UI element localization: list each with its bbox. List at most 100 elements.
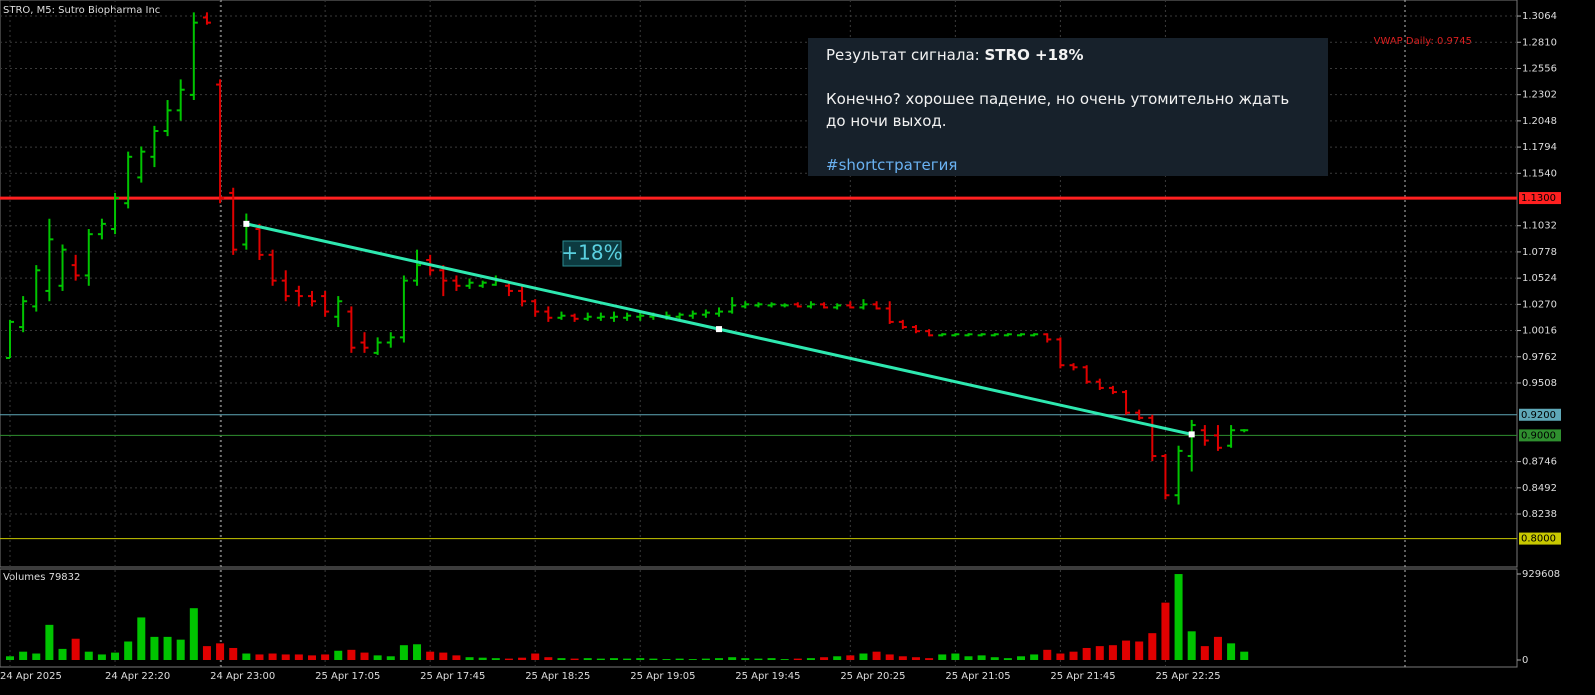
volume-bar (911, 657, 920, 660)
volume-bar (360, 652, 369, 660)
x-tick-label: 25 Apr 18:25 (525, 671, 590, 682)
volume-bar (715, 658, 724, 660)
x-tick-label: 24 Apr 2025 (0, 671, 62, 682)
volume-bar (163, 636, 172, 660)
volume-bar (1213, 636, 1222, 660)
y-tick-label: 1.3064 (1522, 11, 1557, 22)
volume-bar (1174, 574, 1183, 660)
x-tick-label: 25 Apr 17:45 (420, 671, 485, 682)
volume-bar (491, 658, 500, 660)
volume-bar (1135, 641, 1144, 660)
message-title-bold: STRO +18% (984, 46, 1084, 64)
volume-bar (294, 654, 303, 660)
volume-bar (728, 657, 737, 660)
level-label-box (1519, 532, 1561, 545)
volume-bar (255, 654, 264, 660)
volume-bar (97, 654, 106, 660)
volume-bar (373, 655, 382, 660)
y-tick-label: 1.2556 (1522, 63, 1557, 74)
volume-bar (281, 654, 290, 660)
x-tick-label: 24 Apr 23:00 (210, 671, 275, 682)
y-tick-label: 1.2810 (1522, 37, 1557, 48)
y-tick-label: 1.0778 (1522, 247, 1557, 258)
volume-bar (58, 648, 67, 660)
volume-bar (1017, 656, 1026, 660)
trendline-point (716, 326, 723, 333)
vwap-label: VWAP Daily: 0.9745 (1374, 36, 1472, 47)
level-label-box (1519, 192, 1561, 205)
volume-bar (150, 636, 159, 660)
volume-bar (951, 653, 960, 660)
volume-bar (1200, 646, 1209, 660)
volume-bar (544, 657, 553, 660)
x-tick-label: 25 Apr 19:05 (630, 671, 695, 682)
volume-bar (701, 658, 710, 660)
message-hashtag[interactable]: #shortстратегия (826, 156, 958, 174)
trendline-point (1188, 431, 1195, 438)
volume-bar (649, 658, 658, 660)
volume-bar (347, 649, 356, 660)
volume-bar (19, 651, 28, 660)
volume-bar (242, 653, 251, 660)
y-tick-label: 1.0270 (1522, 299, 1557, 310)
volume-bar (806, 658, 815, 660)
volume-bar (465, 657, 474, 660)
volume-bar (137, 617, 146, 660)
y-tick-label: 1.0524 (1522, 273, 1557, 284)
volume-bar (413, 644, 422, 660)
x-tick-label: 25 Apr 22:25 (1155, 671, 1220, 682)
volume-bar (439, 652, 448, 660)
volume-bar (898, 656, 907, 660)
volume-bar (426, 651, 435, 660)
volume-bar (688, 659, 697, 660)
y-tick-label: 1.0016 (1522, 326, 1557, 337)
y-tick-label: 1.2302 (1522, 90, 1557, 101)
y-tick-label: 1.2048 (1522, 116, 1557, 127)
level-label: 0.9000 (1521, 430, 1556, 441)
volume-bar (833, 656, 842, 660)
y-tick-label: 0.9762 (1522, 352, 1557, 363)
volume-bar (1122, 640, 1131, 660)
x-tick-label: 25 Apr 19:45 (735, 671, 800, 682)
volume-bar (780, 659, 789, 660)
message-title: Результат сигнала: (826, 46, 980, 64)
volume-bar (176, 639, 185, 660)
x-tick-label: 25 Apr 17:05 (315, 671, 380, 682)
volume-bar (596, 658, 605, 660)
volume-bar (1069, 651, 1078, 660)
volume-bar (268, 653, 277, 660)
volume-bar (229, 647, 238, 660)
level-label: 1.1300 (1521, 193, 1556, 204)
volume-bar (84, 651, 93, 660)
y-tick-label: 1.1032 (1522, 221, 1557, 232)
volume-bar (71, 638, 80, 660)
y-tick-label: 1.1794 (1522, 142, 1557, 153)
y-tick-label: 929608 (1522, 569, 1560, 580)
volume-bar (938, 654, 947, 660)
volume-bar (609, 658, 618, 660)
y-tick-label: 0.8238 (1522, 509, 1557, 520)
volume-bar (767, 658, 776, 660)
x-tick-label: 25 Apr 21:45 (1050, 671, 1115, 682)
volume-bar (583, 658, 592, 660)
trendline-point (243, 220, 250, 227)
volume-bar (452, 655, 461, 660)
level-label: 0.8000 (1521, 534, 1556, 545)
volume-bar (478, 657, 487, 660)
y-tick-label: 0.8492 (1522, 483, 1557, 494)
volume-bar (964, 656, 973, 660)
volume-bar (45, 624, 54, 660)
volume-bar (1082, 647, 1091, 660)
volume-bar (1240, 651, 1249, 660)
volume-bar (1003, 658, 1012, 660)
y-tick-label: 0.9508 (1522, 378, 1557, 389)
message-bubble: Результат сигнала: STRO +18% Конечно? хо… (808, 38, 1328, 176)
volume-bar (977, 655, 986, 660)
volume-bar (399, 645, 408, 660)
x-tick-label: 25 Apr 20:25 (840, 671, 905, 682)
volume-bar (1187, 631, 1196, 660)
volume-bar (202, 646, 211, 660)
level-label-box (1519, 429, 1561, 442)
volume-bar (793, 658, 802, 660)
